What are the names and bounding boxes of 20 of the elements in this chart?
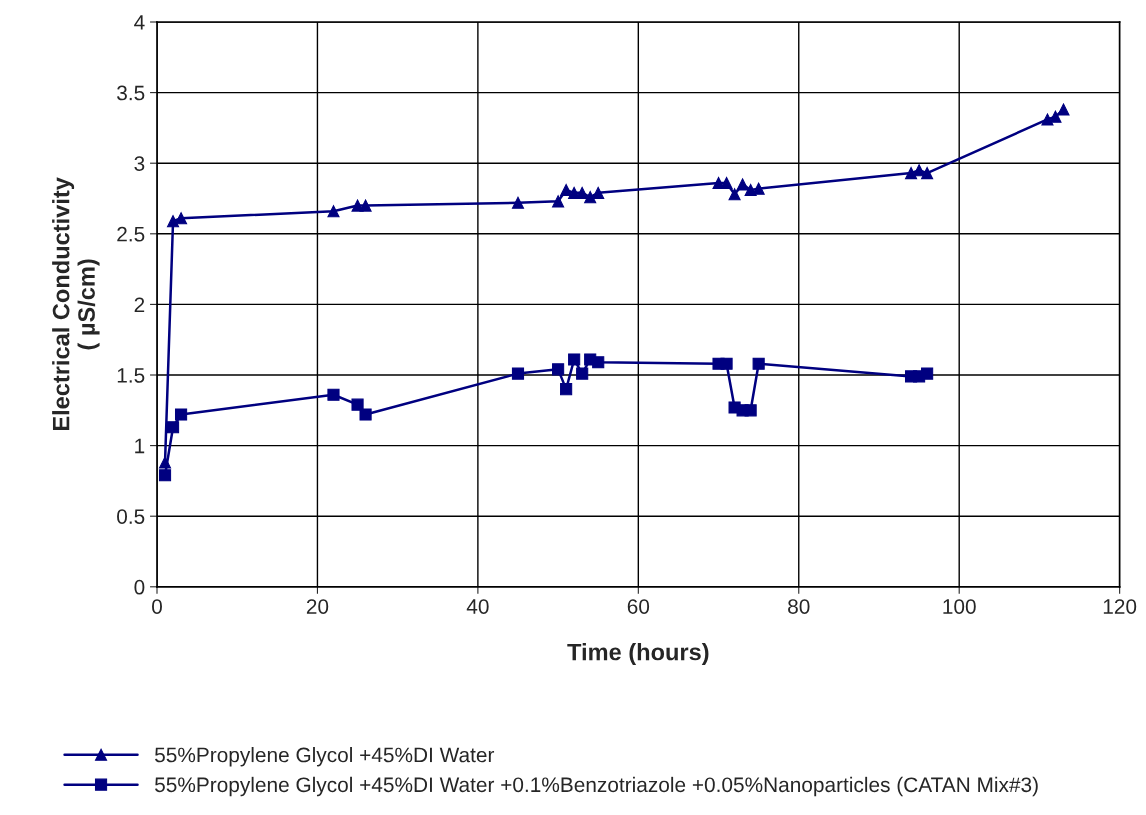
y-tick-label: 0 bbox=[134, 579, 145, 595]
x-tick-label: 80 bbox=[788, 599, 810, 614]
x-tick-label: 20 bbox=[306, 599, 329, 614]
y-tick-label: 2.5 bbox=[117, 226, 145, 242]
y-axis-title: Electrical Conductivity ( µS/cm) bbox=[52, 177, 100, 431]
x-tick-label: 0 bbox=[152, 599, 162, 614]
y-tick-label: 1.5 bbox=[117, 368, 145, 383]
y-tick-label: 0.5 bbox=[117, 509, 145, 524]
y-tick-label: 3.5 bbox=[117, 85, 145, 101]
x-axis-title: Time (hours) bbox=[567, 643, 709, 666]
x-tick-label: 100 bbox=[943, 599, 976, 614]
y-tick-label: 4 bbox=[134, 15, 145, 30]
x-tick-label: 60 bbox=[627, 599, 650, 614]
y-tick-label: 2 bbox=[134, 297, 145, 312]
legend-label: 55%Propylene Glycol +45%DI Water bbox=[155, 746, 495, 767]
y-tick-label: 1 bbox=[135, 438, 145, 454]
legend-label: 55%Propylene Glycol +45%DI Water +0.1%Benzotriazole +0.05%Nanoparticles (CATAN Mix#3) bbox=[155, 776, 1038, 797]
y-tick-label: 3 bbox=[134, 156, 145, 171]
x-tick-label: 40 bbox=[466, 599, 489, 614]
x-tick-label: 120 bbox=[1103, 599, 1137, 614]
